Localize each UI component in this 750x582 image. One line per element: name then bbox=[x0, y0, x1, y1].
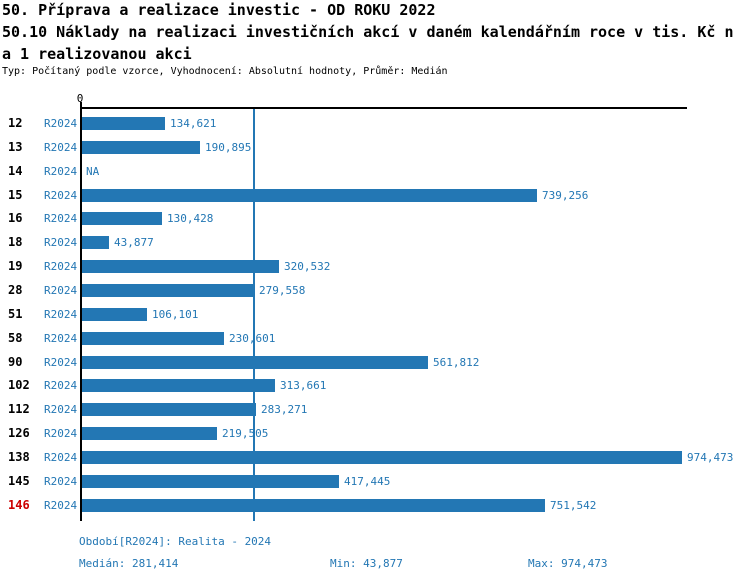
row-period-label: R2024 bbox=[44, 332, 78, 345]
value-label: 561,812 bbox=[433, 356, 480, 369]
row-category-label: 14 bbox=[8, 164, 23, 178]
value-label: 43,877 bbox=[114, 236, 154, 249]
value-label: 751,542 bbox=[550, 499, 597, 512]
row-period-label: R2024 bbox=[44, 379, 78, 392]
value-label: 219,505 bbox=[222, 427, 269, 440]
row-category-label: 51 bbox=[8, 307, 23, 321]
value-label: 283,271 bbox=[261, 403, 308, 416]
row-period-label: R2024 bbox=[44, 117, 78, 130]
row-period-label: R2024 bbox=[44, 356, 78, 369]
value-bar bbox=[82, 212, 162, 225]
report-subtitle-line1: 50.10 Náklady na realizaci investičních … bbox=[2, 23, 734, 41]
row-period-label: R2024 bbox=[44, 499, 78, 512]
row-period-label: R2024 bbox=[44, 475, 78, 488]
row-category-label: 15 bbox=[8, 188, 23, 202]
row-category-label: 16 bbox=[8, 211, 23, 225]
value-bar bbox=[82, 117, 165, 130]
row-period-label: R2024 bbox=[44, 427, 78, 440]
row-category-label: 18 bbox=[8, 235, 23, 249]
value-bar bbox=[82, 236, 109, 249]
value-label: 974,473 bbox=[687, 451, 734, 464]
footer-min: Min: 43,877 bbox=[330, 557, 403, 570]
value-label: 190,895 bbox=[205, 141, 252, 154]
value-bar bbox=[82, 356, 428, 369]
row-category-label: 146 bbox=[8, 498, 30, 512]
report-meta-line: Typ: Počítaný podle vzorce, Vyhodnocení:… bbox=[2, 66, 448, 77]
value-bar bbox=[82, 332, 224, 345]
row-period-label: R2024 bbox=[44, 403, 78, 416]
value-label: 279,558 bbox=[259, 284, 306, 297]
report-title: 50. Příprava a realizace investic - OD R… bbox=[2, 1, 436, 19]
value-bar bbox=[82, 427, 217, 440]
value-bar bbox=[82, 403, 256, 416]
row-category-label: 126 bbox=[8, 426, 30, 440]
value-label: 739,256 bbox=[542, 189, 589, 202]
value-bar bbox=[82, 260, 279, 273]
row-period-label: R2024 bbox=[44, 260, 78, 273]
row-category-label: 19 bbox=[8, 259, 23, 273]
row-category-label: 112 bbox=[8, 402, 30, 416]
y-axis-line bbox=[80, 102, 82, 521]
value-bar bbox=[82, 451, 682, 464]
report-subtitle-line2: a 1 realizovanou akci bbox=[2, 45, 192, 63]
row-period-label: R2024 bbox=[44, 212, 78, 225]
row-category-label: 102 bbox=[8, 378, 30, 392]
row-category-label: 28 bbox=[8, 283, 23, 297]
footer-period-info: Období[R2024]: Realita - 2024 bbox=[79, 535, 272, 548]
row-period-label: R2024 bbox=[44, 165, 78, 178]
value-label: 106,101 bbox=[152, 308, 199, 321]
row-period-label: R2024 bbox=[44, 451, 78, 464]
value-label: 130,428 bbox=[167, 212, 214, 225]
x-axis-line bbox=[80, 107, 687, 109]
value-label: 313,661 bbox=[280, 379, 327, 392]
value-bar bbox=[82, 284, 254, 297]
median-line bbox=[253, 109, 255, 521]
row-category-label: 90 bbox=[8, 355, 23, 369]
row-category-label: 145 bbox=[8, 474, 30, 488]
value-bar bbox=[82, 141, 200, 154]
row-category-label: 58 bbox=[8, 331, 23, 345]
value-bar bbox=[82, 379, 275, 392]
row-category-label: 13 bbox=[8, 140, 23, 154]
value-label: 320,532 bbox=[284, 260, 331, 273]
row-period-label: R2024 bbox=[44, 189, 78, 202]
row-period-label: R2024 bbox=[44, 236, 78, 249]
value-bar bbox=[82, 499, 545, 512]
value-bar bbox=[82, 308, 147, 321]
row-category-label: 138 bbox=[8, 450, 30, 464]
row-category-label: 12 bbox=[8, 116, 23, 130]
value-label: 417,445 bbox=[344, 475, 391, 488]
row-period-label: R2024 bbox=[44, 308, 78, 321]
footer-median: Medián: 281,414 bbox=[79, 557, 179, 570]
value-label: NA bbox=[86, 165, 100, 178]
axis-zero-tick-label: 0 bbox=[76, 92, 84, 105]
value-bar bbox=[82, 475, 339, 488]
value-label: 134,621 bbox=[170, 117, 217, 130]
value-bar bbox=[82, 189, 537, 202]
value-label: 230,601 bbox=[229, 332, 276, 345]
row-period-label: R2024 bbox=[44, 284, 78, 297]
row-period-label: R2024 bbox=[44, 141, 78, 154]
footer-max: Max: 974,473 bbox=[528, 557, 608, 570]
